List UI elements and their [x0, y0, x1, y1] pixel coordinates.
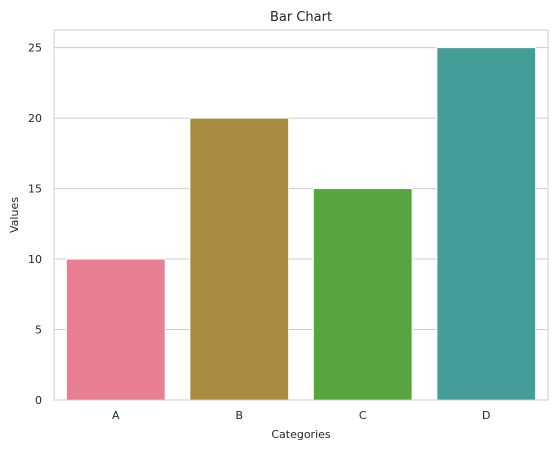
x-axis-label: Categories	[271, 428, 331, 441]
bar-c	[312, 188, 413, 401]
y-tick-label: 20	[28, 112, 42, 125]
bar-b	[189, 117, 290, 401]
bar-d	[436, 47, 537, 401]
y-axis-label: Values	[8, 197, 21, 233]
bars	[65, 47, 537, 401]
y-tick-label: 25	[28, 42, 42, 55]
x-tick-label: D	[482, 409, 490, 422]
bar-a	[65, 258, 166, 401]
tick-labels: 0 5 10 15 20 25 A B C D	[28, 42, 490, 422]
plot-frame	[53, 29, 549, 401]
x-tick-label: C	[359, 409, 367, 422]
chart-title: Bar Chart	[270, 10, 332, 25]
y-tick-label: 15	[28, 183, 42, 196]
x-tick-label: B	[235, 409, 243, 422]
x-tick-label: A	[112, 409, 120, 422]
y-tick-label: 5	[35, 324, 42, 337]
y-tick-label: 0	[35, 394, 42, 407]
y-tick-label: 10	[28, 253, 42, 266]
